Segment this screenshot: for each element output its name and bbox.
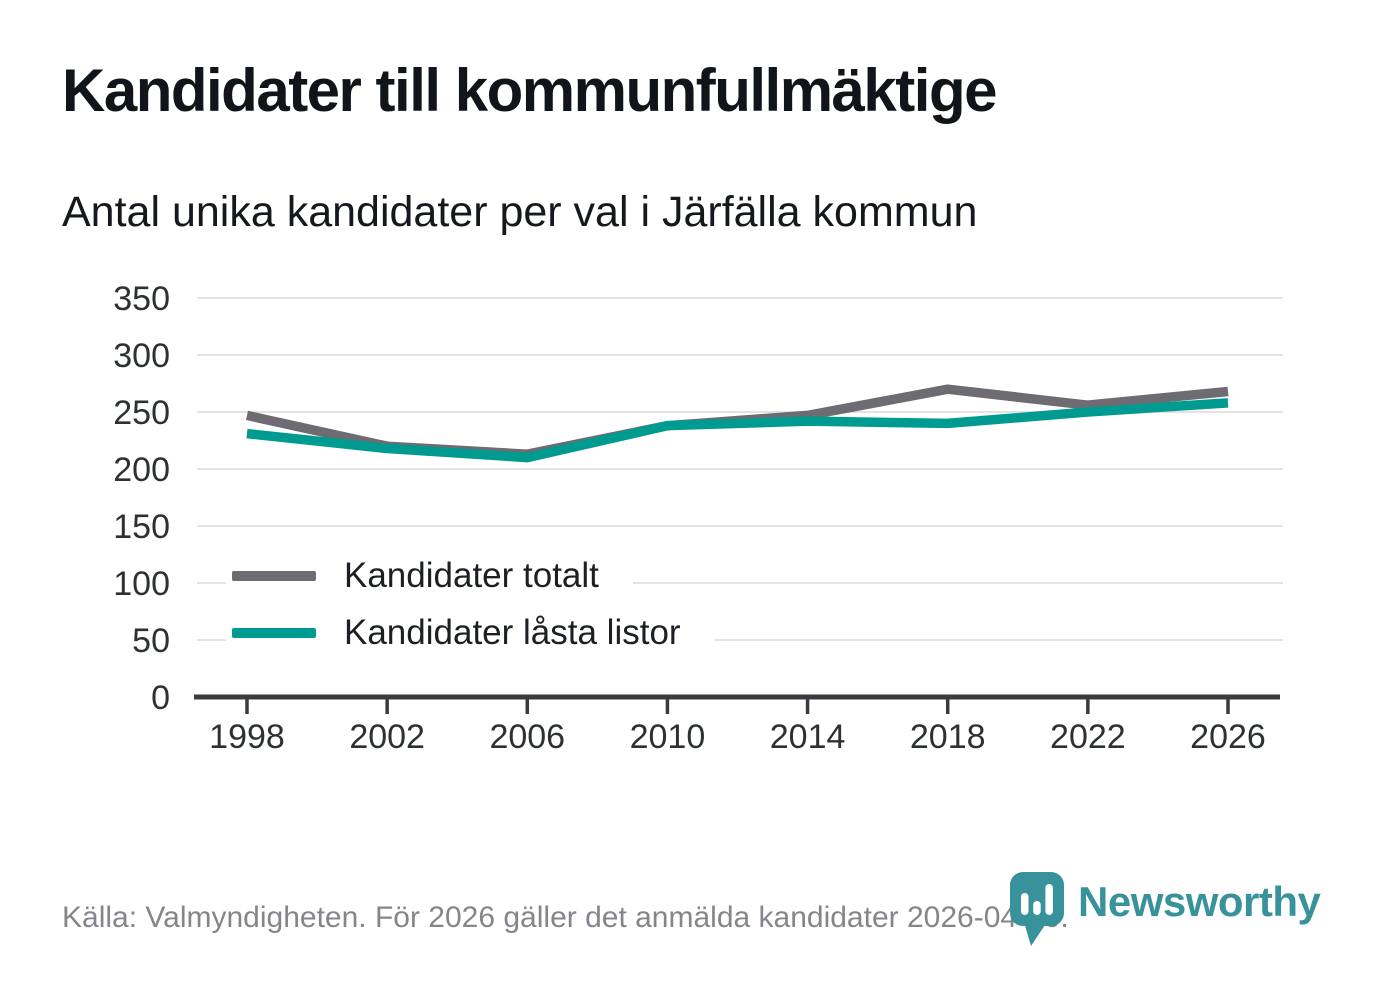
legend-item-total: Kandidater totalt [226,547,633,604]
y-tick-label: 100 [113,565,170,603]
y-tick-label: 200 [113,451,170,489]
x-tick-label: 2026 [1190,718,1266,756]
source-note: Källa: Valmyndigheten. För 2026 gäller d… [62,901,1069,934]
legend-item-locked: Kandidater låsta listor [226,604,715,661]
x-tick-label: 2002 [349,718,425,756]
x-tick-label: 2014 [770,718,846,756]
newsworthy-logo: Newsworthy [1010,872,1321,950]
legend-swatch-total [232,570,316,581]
series-line-locked [246,398,1229,463]
y-tick-label: 250 [113,394,170,432]
newsworthy-pin-icon [1010,872,1064,946]
y-tick-label: 50 [132,622,170,660]
x-tick-label: 1998 [209,718,285,756]
line-chart: 0 50 100 150 200 250 300 350 1998 2002 2006 2010 201… [0,270,1382,780]
x-tick-label: 2006 [489,718,565,756]
y-tick-label: 150 [113,508,170,546]
brand-name: Newsworthy [1078,878,1321,925]
legend-label-total: Kandidater totalt [344,555,599,595]
page-subtitle: Antal unika kandidater per val i Järfäll… [62,188,978,236]
y-tick-label: 0 [151,679,170,717]
y-tick-label: 350 [113,280,170,318]
y-tick-label: 300 [113,337,170,375]
x-tick-label: 2022 [1050,718,1126,756]
legend-label-locked: Kandidater låsta listor [344,612,681,652]
plot-svg: 0 50 100 150 200 250 300 350 1998 2002 2006 2010 201… [113,280,1283,756]
x-tick-label: 2010 [630,718,706,756]
page-title: Kandidater till kommunfullmäktige [62,57,997,124]
legend-swatch-locked [232,627,316,638]
x-tick-label: 2018 [910,718,986,756]
chart-legend: Kandidater totalt Kandidater låsta listo… [226,547,715,661]
